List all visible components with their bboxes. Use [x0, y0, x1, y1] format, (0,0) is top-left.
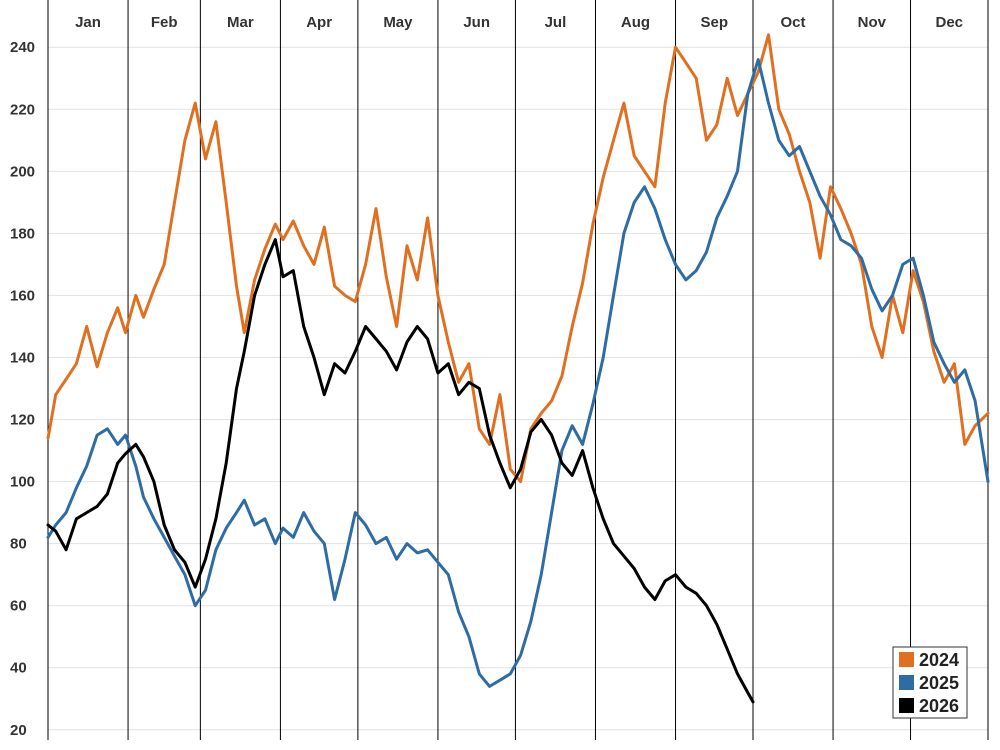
legend-swatch-2025	[899, 675, 914, 690]
y-tick-label: 80	[10, 536, 27, 553]
y-axis-ticks: 20 40 60 80 100 120 140 160 180 200 220 240	[10, 39, 35, 739]
month-label: Dec	[935, 14, 963, 31]
month-label: Apr	[306, 14, 332, 31]
y-tick-label: 140	[10, 349, 35, 366]
series-lines	[46, 33, 990, 704]
series-line-2024	[46, 33, 990, 484]
legend-swatch-2024	[899, 652, 914, 667]
y-tick-label: 60	[10, 598, 27, 615]
month-label: Nov	[858, 14, 887, 31]
y-tick-label: 20	[10, 722, 27, 739]
month-label: Aug	[621, 14, 650, 31]
month-label: Sep	[701, 14, 729, 31]
legend-label-2024: 2024	[919, 650, 959, 670]
y-tick-label: 240	[10, 39, 35, 56]
y-tick-label: 200	[10, 163, 35, 180]
month-label: Jan	[75, 14, 101, 31]
y-tick-label: 160	[10, 287, 35, 304]
y-tick-label: 100	[10, 474, 35, 491]
y-tick-label: 120	[10, 412, 35, 429]
month-label: May	[383, 14, 413, 31]
series-line-2025	[46, 58, 990, 688]
month-label: Oct	[781, 14, 806, 31]
y-tick-label: 40	[10, 660, 27, 677]
month-labels: Jan Feb Mar Apr May Jun Jul Aug Sep Oct Nov Dec	[75, 14, 963, 31]
legend-label-2026: 2026	[919, 696, 959, 716]
legend-label-2025: 2025	[919, 673, 959, 693]
y-tick-label: 180	[10, 225, 35, 242]
legend-swatch-2026	[899, 698, 914, 713]
month-dividers	[47, 0, 989, 740]
month-label: Jun	[463, 14, 490, 31]
series-line-2026	[46, 238, 755, 704]
legend: 2024 2025 2026	[892, 646, 968, 719]
horizontal-grid	[48, 46, 988, 731]
y-tick-label: 220	[10, 101, 35, 118]
month-label: Jul	[545, 14, 567, 31]
month-label: Feb	[151, 14, 178, 31]
month-label: Mar	[227, 14, 254, 31]
